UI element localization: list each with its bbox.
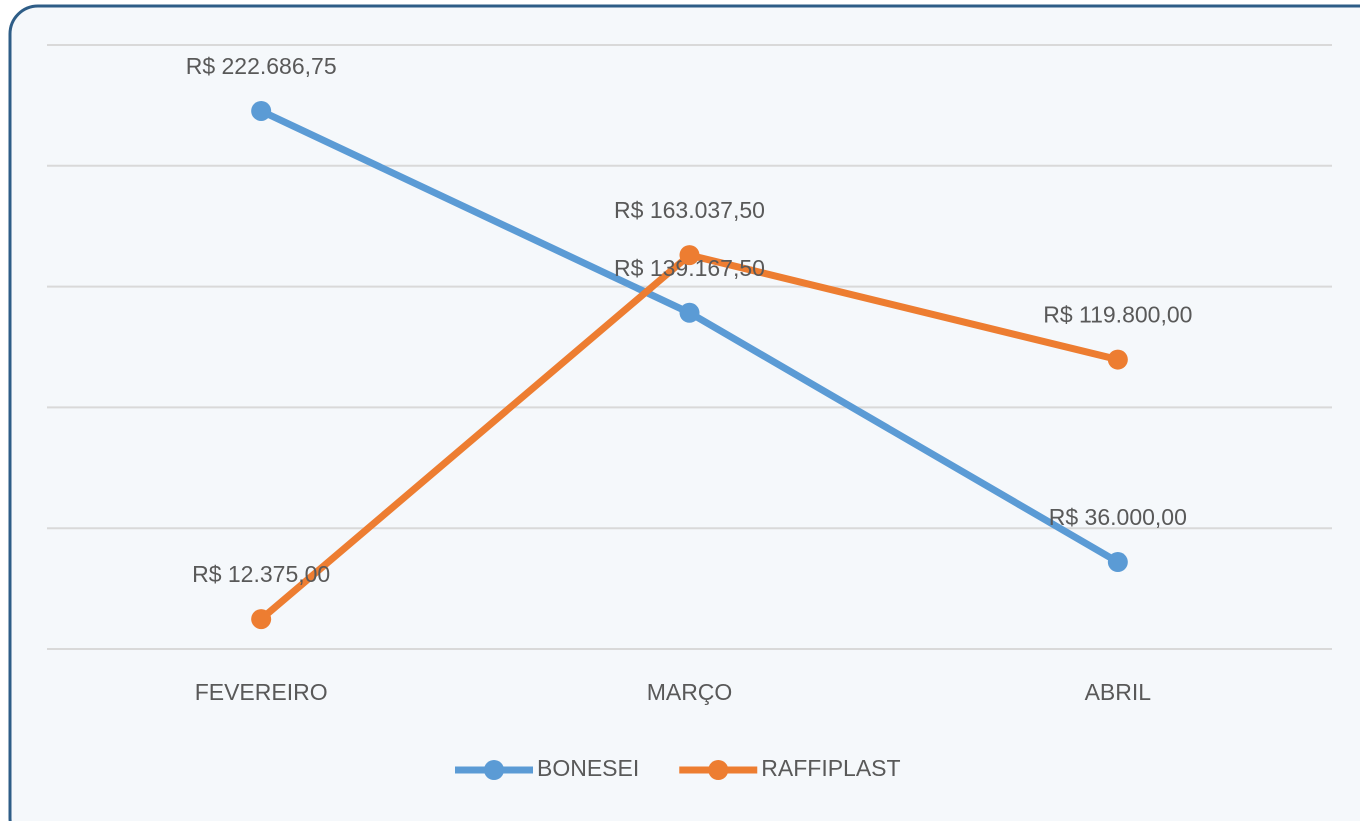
legend-label: BONESEI — [537, 755, 639, 781]
chart-frame — [8, 4, 1360, 821]
data-point — [1107, 349, 1128, 370]
legend-marker — [484, 760, 504, 780]
data-label: R$ 222.686,75 — [186, 53, 337, 79]
legend-label: RAFFIPLAST — [761, 755, 900, 781]
data-label: R$ 12.375,00 — [192, 561, 330, 587]
data-point — [679, 245, 700, 266]
data-point — [251, 609, 272, 630]
legend-marker — [708, 760, 729, 780]
x-tick-label: ABRIL — [1085, 679, 1152, 705]
data-label: R$ 119.800,00 — [1043, 302, 1192, 328]
data-point — [251, 100, 272, 121]
data-label: R$ 163.037,50 — [614, 197, 765, 223]
x-tick-label: MARÇO — [647, 679, 733, 705]
x-tick-label: FEVEREIRO — [195, 679, 328, 705]
data-label: R$ 36.000,00 — [1049, 504, 1187, 530]
data-point — [1107, 552, 1128, 573]
data-point — [679, 302, 700, 323]
